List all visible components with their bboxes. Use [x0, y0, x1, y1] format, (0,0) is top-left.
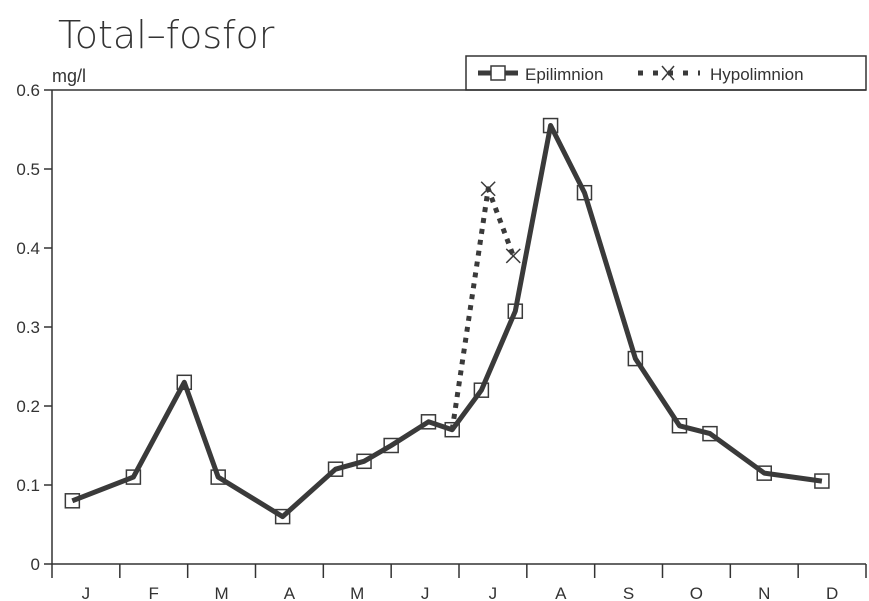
series-epilimnion-line	[71, 123, 823, 520]
y-axis-label: mg/l	[52, 66, 86, 86]
x-tick-label: J	[489, 584, 498, 601]
series-epilimnion-point	[383, 437, 399, 454]
x-tick-label: M	[350, 584, 364, 601]
x-tick-label: N	[758, 584, 770, 601]
legend: Epilimnion Hypolimnion	[465, 55, 867, 91]
y-tick-label: 0.5	[16, 160, 40, 179]
legend-epilimnion-marker	[490, 65, 506, 81]
x-tick-label: F	[149, 584, 159, 601]
y-tick-label: 0.4	[16, 239, 40, 258]
x-tick-label: D	[826, 584, 838, 601]
series-epilimnion-point	[210, 469, 226, 485]
x-tick-label: A	[284, 584, 296, 601]
series-epilimnion-point	[473, 382, 490, 398]
series-layer	[64, 117, 830, 525]
series-epilimnion-point	[420, 414, 437, 430]
x-tick-label: J	[82, 584, 91, 601]
series-epilimnion-point	[356, 453, 372, 470]
x-tick-label: J	[421, 584, 430, 601]
series-epilimnion-point	[507, 303, 524, 319]
y-tick-label: 0.3	[16, 318, 40, 337]
legend-hypolimnion-marker	[661, 65, 675, 81]
legend-hypolimnion-label: Hypolimnion	[710, 65, 804, 84]
series-hypolimnion-point	[480, 181, 496, 197]
chart-title: Total–fosfor	[58, 13, 275, 57]
x-tick-label: A	[555, 584, 567, 601]
series-epilimnion-point	[627, 350, 644, 367]
series-epilimnion-point	[576, 184, 593, 201]
series-epilimnion-point	[125, 469, 142, 485]
axes	[51, 89, 866, 565]
y-ticks: 0 0.1 0.2 0.3 0.4 0.5 0.6	[16, 81, 52, 574]
legend-epilimnion-label: Epilimnion	[525, 65, 603, 84]
legend-box	[465, 55, 867, 91]
series-epilimnion-point	[702, 425, 718, 442]
series-epilimnion-point	[756, 465, 772, 481]
x-tick-label: S	[623, 584, 634, 601]
series-epilimnion-point	[176, 374, 193, 391]
series-hypolimnion-line	[449, 186, 516, 431]
series-epilimnion-point	[327, 461, 344, 477]
x-tick-label: O	[690, 584, 703, 601]
x-tick-label: M	[214, 584, 228, 601]
y-tick-label: 0.2	[16, 397, 40, 416]
series-epilimnion-point	[274, 508, 291, 525]
y-tick-label: 0	[31, 555, 40, 574]
series-epilimnion-point	[542, 117, 559, 134]
series-epilimnion-point	[64, 493, 81, 509]
y-tick-label: 0.1	[16, 476, 40, 495]
y-tick-label: 0.6	[16, 81, 40, 100]
series-epilimnion-point	[671, 418, 688, 434]
series-epilimnion-point	[814, 473, 830, 489]
series-epilimnion-point	[444, 421, 460, 438]
series-hypolimnion-point	[505, 248, 521, 264]
